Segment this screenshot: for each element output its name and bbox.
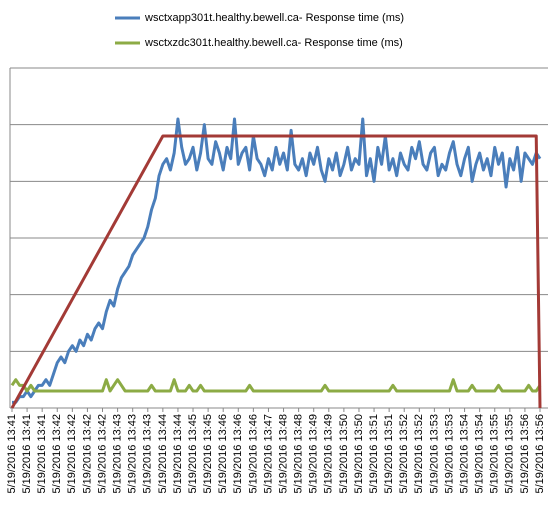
x-tick-label: 5/19/2016 13:42 [81,414,93,494]
x-tick-label: 5/19/2016 13:46 [232,414,244,494]
x-tick-label: 5/19/2016 13:43 [142,414,154,494]
x-tick-label: 5/19/2016 13:55 [489,414,501,494]
x-tick-label: 5/19/2016 13:54 [458,414,470,494]
x-tick-label: 5/19/2016 13:53 [428,414,440,494]
x-tick-label: 5/19/2016 13:52 [398,414,410,494]
x-tick-label: 5/19/2016 13:56 [519,414,531,494]
series-line [12,117,542,404]
x-tick-label: 5/19/2016 13:46 [217,414,229,494]
x-tick-label: 5/19/2016 13:50 [338,414,350,494]
series-line [10,134,542,409]
x-tick-label: 5/19/2016 13:41 [6,414,18,494]
x-tick-label: 5/19/2016 13:55 [504,414,516,494]
x-tick-label: 5/19/2016 13:48 [277,414,289,494]
x-tick-label: 5/19/2016 13:51 [383,414,395,494]
x-tick-label: 5/19/2016 13:43 [127,414,139,494]
series-line [10,378,542,393]
x-tick-label: 5/19/2016 13:50 [353,414,365,494]
x-tick-label: 5/19/2016 13:44 [157,414,169,494]
x-tick-label: 5/19/2016 13:42 [51,414,63,494]
x-tick-label: 5/19/2016 13:49 [308,414,320,494]
x-tick-label: 5/19/2016 13:44 [172,414,184,494]
x-tick-label: 5/19/2016 13:42 [96,414,108,494]
x-tick-label: 5/19/2016 13:42 [66,414,78,494]
x-tick-label: 5/19/2016 13:48 [293,414,305,494]
x-tick-label: 5/19/2016 13:45 [187,414,199,494]
x-tick-label: 5/19/2016 13:46 [247,414,259,494]
x-tick-label: 5/19/2016 13:56 [534,414,546,494]
x-tick-label: 5/19/2016 13:45 [202,414,214,494]
x-tick-label: 5/19/2016 13:52 [413,414,425,494]
x-tick-label: 5/19/2016 13:49 [323,414,335,494]
x-tick-label: 5/19/2016 13:43 [112,414,124,494]
x-tick-label: 5/19/2016 13:53 [443,414,455,494]
legend-label: wsctxzdc301t.healthy.bewell.ca- Response… [144,37,403,49]
legend-label: wsctxapp301t.healthy.bewell.ca- Response… [144,12,404,24]
x-tick-label: 5/19/2016 13:47 [262,414,274,494]
x-tick-label: 5/19/2016 13:54 [474,414,486,494]
x-tick-label: 5/19/2016 13:41 [21,414,33,494]
x-tick-label: 5/19/2016 13:41 [36,414,48,494]
x-tick-label: 5/19/2016 13:51 [368,414,380,494]
